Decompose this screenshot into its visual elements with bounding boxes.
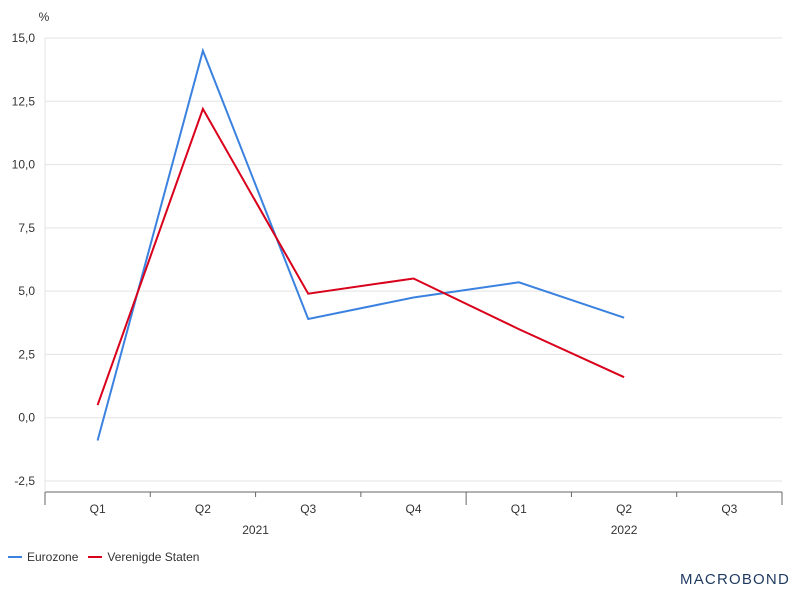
y-tick-label: 10,0 bbox=[12, 158, 36, 172]
legend-swatch-verenigde-staten bbox=[88, 556, 103, 558]
series-lines bbox=[96, 47, 625, 441]
series-line-verenigde-staten bbox=[96, 106, 625, 406]
x-tick-label: Q4 bbox=[405, 502, 421, 516]
tick-labels: -2,5 0,0 2,5 5,0 7,5 10,0 12,5 15,0% Q1 Q2 Q3 Q4 Q1 Q… bbox=[12, 10, 738, 537]
legend-label-eurozone: Eurozone bbox=[27, 550, 79, 564]
y-tick-label: 5,0 bbox=[18, 284, 35, 298]
y-tick-label: -2,5 bbox=[14, 474, 35, 488]
axes bbox=[44, 38, 783, 505]
x-tick-label: Q1 bbox=[511, 502, 527, 516]
legend: Eurozone Verenigde Staten bbox=[8, 550, 209, 564]
legend-item-eurozone: Eurozone bbox=[8, 550, 78, 564]
y-tick-label: 7,5 bbox=[18, 221, 35, 235]
y-tick-label: 0,0 bbox=[18, 411, 35, 425]
x-tick-label: Q3 bbox=[721, 502, 737, 516]
y-unit-label: % bbox=[39, 10, 50, 24]
grid-lines bbox=[45, 37, 782, 482]
y-tick-label: 2,5 bbox=[18, 347, 35, 361]
x-tick-label: Q3 bbox=[300, 502, 316, 516]
y-tick-label: 12,5 bbox=[12, 94, 36, 108]
x-tick-label: Q2 bbox=[616, 502, 632, 516]
legend-label-verenigde-staten: Verenigde Staten bbox=[107, 550, 200, 564]
series-line-eurozone bbox=[96, 47, 625, 441]
x-tick-label: Q1 bbox=[90, 502, 106, 516]
x-year-label: 2022 bbox=[611, 523, 638, 537]
legend-item-verenigde-staten: Verenigde Staten bbox=[88, 550, 199, 564]
x-year-label: 2021 bbox=[242, 523, 269, 537]
y-tick-label: 15,0 bbox=[12, 31, 36, 45]
brand-logo: MACROBOND bbox=[680, 571, 790, 588]
legend-swatch-eurozone bbox=[8, 556, 22, 558]
x-tick-label: Q2 bbox=[195, 502, 211, 516]
